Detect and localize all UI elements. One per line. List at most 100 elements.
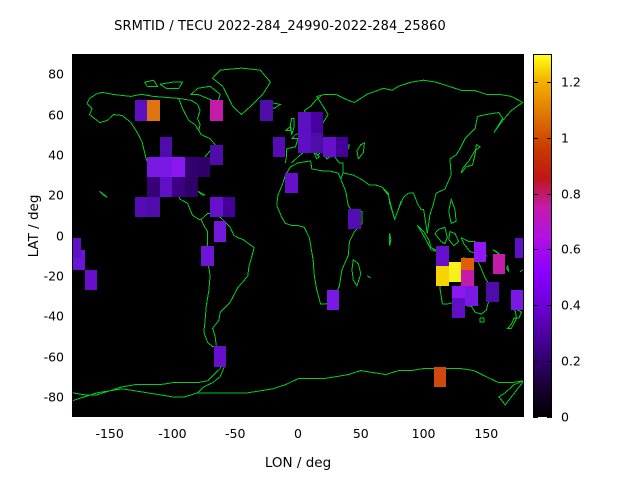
heatmap-cell	[323, 136, 336, 157]
heatmap-cell	[147, 156, 160, 177]
heatmap-cell	[84, 269, 98, 290]
x-tick-mark	[235, 412, 237, 417]
x-tick-mark	[423, 412, 425, 417]
heatmap-cell	[159, 156, 173, 177]
heatmap-cell	[222, 197, 236, 218]
coastline-path	[506, 303, 523, 329]
x-tick-mark	[486, 412, 488, 417]
x-tick-label: -50	[225, 426, 246, 441]
heatmap-cell	[159, 177, 173, 198]
heatmap-cell	[310, 132, 324, 153]
heatmap-cell	[464, 285, 478, 307]
heatmap-cell	[147, 197, 160, 218]
x-tick-mark	[172, 412, 174, 417]
heatmap-cells	[72, 54, 524, 417]
heatmap-cell	[260, 100, 273, 121]
colorbar-tick-mark	[547, 305, 552, 307]
heatmap-cell	[285, 172, 298, 194]
coastline-path	[366, 275, 372, 279]
coastline-path	[498, 380, 524, 406]
coastline-path	[144, 79, 159, 87]
colorbar-tick-label: 0	[561, 409, 569, 425]
heatmap-cell	[326, 289, 340, 311]
heatmap-cell	[433, 366, 447, 387]
heatmap-cell	[452, 298, 465, 319]
heatmap-cell	[461, 269, 474, 290]
coastline-path	[519, 269, 524, 273]
x-tick-label: 50	[352, 426, 369, 441]
y-tick-label: -80	[43, 389, 64, 405]
coastline-path	[200, 212, 255, 347]
heatmap-cell	[72, 237, 81, 258]
heatmap-cell	[335, 136, 349, 157]
y-tick-mark	[72, 316, 77, 318]
heatmap-cell	[310, 112, 324, 133]
heatmap-cell	[147, 177, 160, 198]
y-tick-label: 0	[56, 228, 64, 243]
heatmap-cell	[201, 245, 214, 266]
heatmap-cell	[213, 221, 227, 242]
colorbar-tick-mark	[547, 137, 552, 139]
heatmap-cell	[134, 197, 148, 218]
heatmap-cell	[511, 289, 524, 311]
colorbar-tick-mark	[547, 417, 552, 418]
colorbar-tick-label: 0.8	[561, 186, 581, 202]
x-tick-label: 100	[411, 426, 436, 441]
colorbar-tick-mark	[533, 137, 538, 139]
colorbar-tick-label: 0.2	[561, 353, 581, 369]
heatmap-cell	[172, 156, 185, 177]
x-tick-label: 150	[474, 426, 499, 441]
y-tick-mark	[72, 235, 77, 237]
y-tick-label: 40	[48, 147, 64, 163]
colorbar-gradient	[534, 55, 551, 416]
heatmap-cell	[159, 136, 173, 157]
x-tick-label: 0	[294, 426, 302, 441]
map-plot-area[interactable]	[72, 54, 524, 417]
heatmap-cell	[515, 237, 524, 258]
coastline-path	[351, 259, 362, 288]
coastline-path	[276, 160, 363, 305]
coastline-path	[178, 98, 200, 131]
y-tick-mark	[72, 74, 77, 76]
colorbar-tick-label: 1.2	[561, 74, 581, 90]
heatmap-cell	[272, 136, 286, 157]
colorbar-tick-mark	[547, 361, 552, 363]
y-tick-mark	[72, 275, 77, 277]
coastline-path	[448, 197, 457, 225]
x-tick-mark	[109, 412, 111, 417]
coastline-path	[159, 81, 184, 89]
heatmap-cell	[210, 144, 223, 165]
coastline-path	[284, 79, 523, 163]
y-tick-mark	[72, 356, 77, 358]
colorbar-tick-mark	[533, 81, 538, 83]
colorbar-tick-label: 0.4	[561, 297, 581, 313]
coastline-path	[505, 264, 510, 273]
coastline-path	[343, 101, 523, 234]
colorbar	[533, 54, 552, 417]
heatmap-cell	[486, 281, 499, 303]
x-axis-label: LON / deg	[264, 455, 332, 471]
colorbar-tick-mark	[533, 361, 538, 363]
colorbar-tick-mark	[547, 81, 552, 83]
y-tick-mark	[72, 154, 77, 156]
coastline-path	[86, 103, 202, 220]
heatmap-cell	[473, 241, 487, 262]
y-tick-mark	[72, 396, 77, 398]
x-tick-mark	[298, 412, 299, 417]
coastline-path	[211, 67, 272, 115]
colorbar-tick-mark	[533, 193, 538, 195]
y-tick-label: -20	[43, 268, 64, 284]
y-tick-mark	[72, 195, 77, 197]
heatmap-cell	[185, 156, 198, 177]
heatmap-cell	[448, 261, 462, 282]
x-tick-label: -150	[95, 426, 124, 441]
heatmap-cell	[210, 197, 223, 218]
heatmap-cell	[298, 112, 311, 133]
heatmap-cell	[436, 265, 449, 286]
y-tick-mark	[72, 114, 77, 116]
coastline-path	[448, 230, 460, 247]
colorbar-tick-mark	[533, 417, 538, 418]
y-tick-label: -40	[43, 308, 64, 324]
y-axis-label: LAT / deg	[26, 194, 42, 258]
